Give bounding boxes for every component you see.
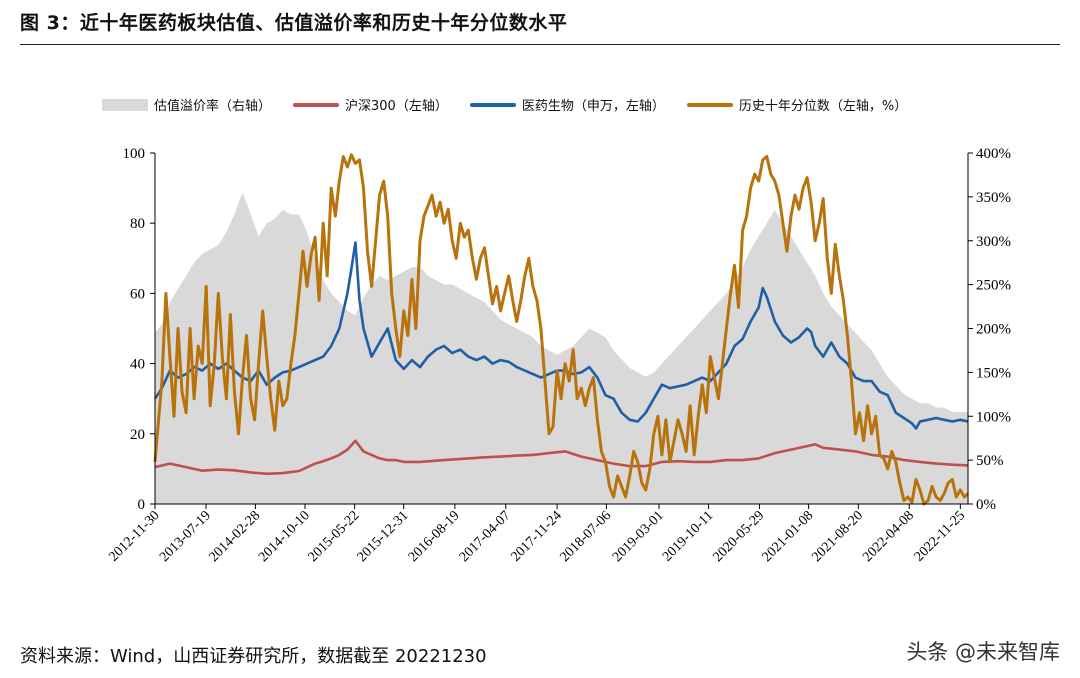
source-note: 资料来源：Wind，山西证券研究所，数据截至 20221230 <box>20 646 487 667</box>
legend-label-pharma: 医药生物（申万，左轴） <box>521 99 665 114</box>
x-tick-label: 2017-11-24 <box>508 508 564 564</box>
legend-swatch-premium <box>102 98 148 111</box>
series-line-percentile <box>153 153 970 506</box>
x-tick-label: 2016-08-19 <box>406 508 463 565</box>
left-tick-label: 60 <box>130 286 145 302</box>
right-tick-label: 0% <box>976 497 996 513</box>
left-tick-label: 0 <box>138 497 146 513</box>
left-tick-label: 100 <box>123 146 146 162</box>
right-tick-label: 100% <box>976 409 1011 425</box>
title-divider <box>20 44 1060 45</box>
chart-legend: 估值溢价率（右轴） 沪深300（左轴） 医药生物（申万，左轴） 历史十年分位数（… <box>102 95 907 114</box>
x-tick-label: 2019-03-01 <box>610 508 667 565</box>
x-tick-label: 2019-10-11 <box>660 508 716 564</box>
right-tick-label: 250% <box>976 278 1011 294</box>
legend-item-hs300: 沪深300（左轴） <box>293 95 448 114</box>
x-tick-label: 2017-04-07 <box>457 508 514 565</box>
x-tick-label: 2014-10-10 <box>256 508 313 565</box>
x-tick-label: 2015-05-22 <box>306 508 363 565</box>
watermark-text: 头条 @未来智库 <box>906 640 1060 664</box>
legend-swatch-percentile <box>686 102 733 107</box>
x-tick-label: 2013-07-19 <box>157 508 214 565</box>
left-tick-label: 20 <box>130 427 145 443</box>
x-tick-label: 2022-11-25 <box>912 508 968 564</box>
right-tick-label: 150% <box>976 365 1011 381</box>
left-tick-label: 40 <box>130 357 145 373</box>
legend-label-premium: 估值溢价率（右轴） <box>154 99 272 114</box>
x-tick-label: 2014-02-28 <box>206 508 263 565</box>
right-tick-label: 50% <box>976 453 1004 469</box>
x-tick-label: 2021-08-20 <box>809 508 866 565</box>
legend-swatch-hs300 <box>293 102 340 107</box>
series-area-premium <box>155 192 968 504</box>
chart-title: 图 3：近十年医药板块估值、估值溢价率和历史十年分位数水平 <box>20 12 568 34</box>
x-tick-label: 2012-11-30 <box>106 508 162 564</box>
left-tick-label: 80 <box>130 216 145 232</box>
legend-label-percentile: 历史十年分位数（左轴，%） <box>738 99 908 114</box>
legend-item-percentile: 历史十年分位数（左轴，%） <box>686 95 908 114</box>
right-tick-label: 200% <box>976 322 1011 338</box>
legend-item-premium: 估值溢价率（右轴） <box>102 95 271 114</box>
legend-swatch-pharma <box>469 102 516 107</box>
legend-item-pharma: 医药生物（申万，左轴） <box>469 95 665 114</box>
right-tick-label: 400% <box>976 146 1011 162</box>
series-line-hs300 <box>154 439 969 476</box>
x-tick-label: 2022-04-08 <box>860 508 917 565</box>
x-tick-label: 2020-05-29 <box>711 508 768 565</box>
legend-label-hs300: 沪深300（左轴） <box>345 99 448 114</box>
right-tick-label: 300% <box>976 234 1011 250</box>
x-tick-label: 2015-12-31 <box>355 508 412 565</box>
x-tick-label: 2018-07-06 <box>557 508 614 565</box>
x-tick-label: 2021-01-08 <box>760 508 817 565</box>
right-tick-label: 350% <box>976 190 1011 206</box>
watermark: 头条 @未来智库 <box>906 636 1060 666</box>
